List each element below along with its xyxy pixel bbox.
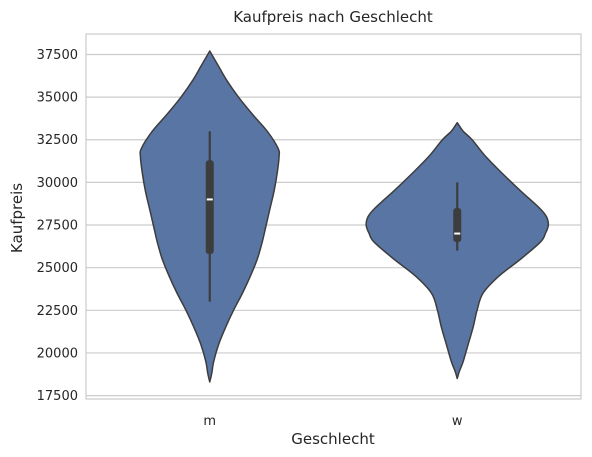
plot-area (85, 33, 582, 400)
y-tick-label-32500: 32500 (37, 133, 78, 148)
iqr-box-w (453, 207, 462, 243)
y-tick-label-22500: 22500 (37, 304, 78, 319)
y-tick-label-25000: 25000 (37, 261, 78, 276)
y-tick-label-30000: 30000 (37, 176, 78, 191)
y-tick-label-17500: 17500 (37, 389, 78, 404)
violins (139, 50, 550, 383)
x-tick-label-m: m (203, 414, 216, 429)
violin-w (365, 121, 550, 380)
y-tick-label-27500: 27500 (37, 219, 78, 234)
chart-title: Kaufpreis nach Geschlecht (233, 8, 433, 26)
iqr-box-m (205, 160, 214, 255)
y-axis-ticks: 17500 20000 22500 25000 27500 30000 32500 35000… (37, 48, 78, 404)
y-axis-label: Kaufpreis (8, 183, 26, 253)
x-tick-label-w: w (452, 414, 463, 429)
y-tick-label-35000: 35000 (37, 91, 78, 106)
y-tick-label-37500: 37500 (37, 48, 78, 63)
y-tick-label-20000: 20000 (37, 346, 78, 361)
violin-m (139, 50, 281, 383)
x-axis-label: Geschlecht (291, 430, 375, 448)
